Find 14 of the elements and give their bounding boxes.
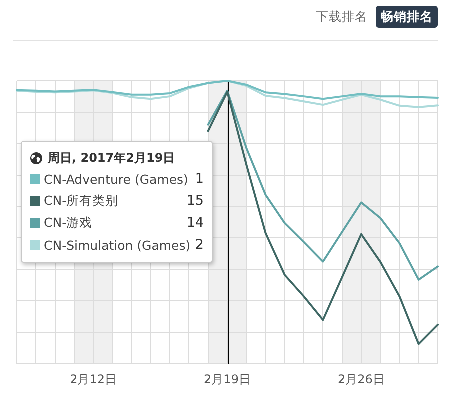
selected-tab[interactable]: 畅销排名 <box>376 6 438 28</box>
legend-label: CN-游戏 <box>44 214 94 232</box>
x-tick-label: 2月19日 <box>204 372 251 386</box>
tab[interactable]: 下载排名 <box>314 6 370 28</box>
legend-label: CN-Adventure (Games) <box>44 172 190 186</box>
legend-title: 周日, 2017年2月19日 <box>48 150 176 166</box>
legend-label: CN-所有类别 <box>44 192 120 210</box>
x-tick-label: 2月12日 <box>70 372 117 386</box>
x-tick-label: 2月26日 <box>338 372 385 386</box>
annotation: 15 <box>186 193 204 209</box>
legend-label: CN-Simulation (Games) <box>44 238 192 252</box>
annotation: 2 <box>195 237 204 253</box>
annotation: 1 <box>195 171 204 187</box>
annotation: 14 <box>186 215 204 231</box>
